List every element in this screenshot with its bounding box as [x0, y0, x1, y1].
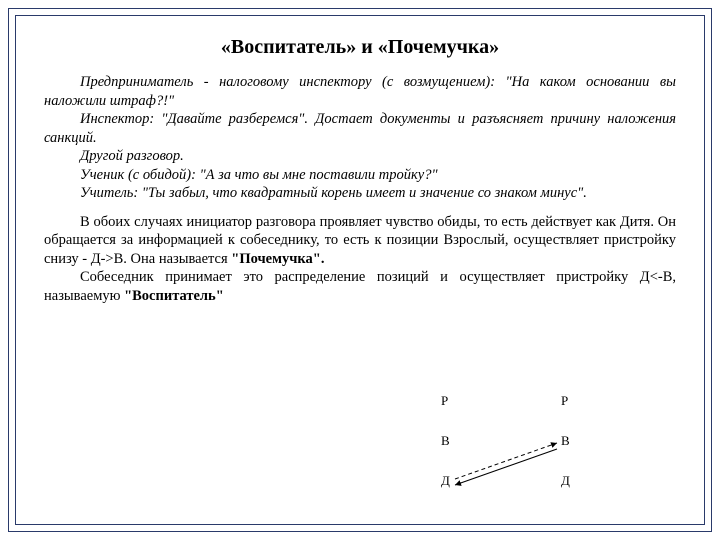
paragraph-body-2: Собеседник принимает это распределение п… [44, 268, 676, 305]
paragraph-intro-5: Учитель: "Ты забыл, что квадратный корен… [44, 184, 676, 203]
outer-border: «Воспитатель» и «Почемучка» Предпринимат… [8, 8, 712, 532]
diagram-arrows [421, 393, 591, 503]
body1-text: В обоих случаях инициатор разговора проя… [44, 214, 676, 267]
paragraph-intro-4: Ученик (с обидой): "А за что вы мне пост… [44, 166, 676, 185]
paragraph-intro-1: Предприниматель - налоговому инспектору … [44, 73, 676, 110]
inner-border: «Воспитатель» и «Почемучка» Предпринимат… [15, 15, 705, 525]
page-title: «Воспитатель» и «Почемучка» [44, 36, 676, 59]
paragraph-intro-3: Другой разговор. [44, 147, 676, 166]
body1-term: "Почемучка". [231, 251, 324, 267]
body2-term: "Воспитатель" [124, 288, 224, 304]
transaction-diagram: Р Р В В Д Д [421, 393, 591, 503]
paragraph-body-1: В обоих случаях инициатор разговора проя… [44, 213, 676, 269]
arrow-V-to-D [455, 449, 557, 485]
paragraph-intro-2: Инспектор: "Давайте разберемся". Достает… [44, 110, 676, 147]
arrow-D-to-V [455, 443, 557, 479]
